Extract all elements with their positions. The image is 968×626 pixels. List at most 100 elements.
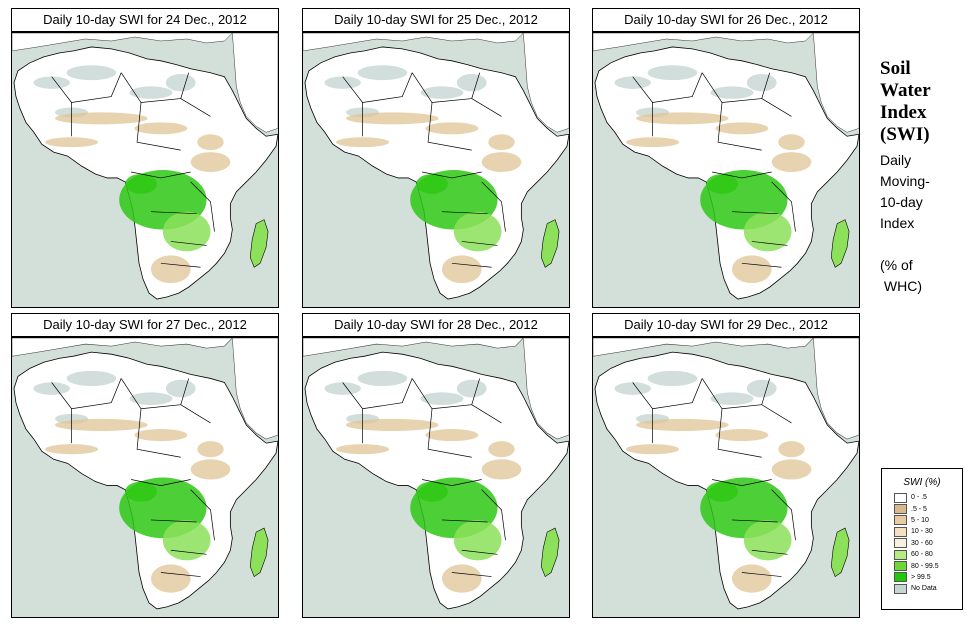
no-data-area bbox=[456, 379, 487, 398]
dry-soil-area bbox=[150, 255, 191, 284]
country-border bbox=[761, 98, 792, 117]
no-data-area bbox=[647, 65, 698, 81]
no-data-area bbox=[33, 382, 70, 395]
legend-swatch bbox=[894, 572, 907, 583]
country-border bbox=[342, 72, 413, 103]
africa-map-svg bbox=[12, 338, 278, 617]
legend-item: 80 - 99.5 bbox=[894, 560, 962, 572]
country-border bbox=[441, 519, 488, 523]
legend-swatch bbox=[894, 549, 907, 560]
swi-map bbox=[11, 337, 279, 618]
no-data-area bbox=[710, 392, 754, 405]
index-subtitle-line: Daily bbox=[880, 152, 912, 168]
country-border bbox=[751, 241, 788, 246]
dry-soil-area bbox=[715, 428, 769, 442]
swi-map bbox=[302, 337, 570, 618]
no-data-area bbox=[420, 86, 464, 99]
map-panel-title: Daily 10-day SWI for 24 Dec., 2012 bbox=[11, 8, 279, 32]
no-data-area bbox=[710, 86, 754, 99]
dry-soil-area bbox=[190, 459, 231, 480]
arabia-landmass bbox=[523, 33, 569, 133]
country-border bbox=[422, 171, 482, 179]
legend-item: 0 - .5 bbox=[894, 492, 962, 503]
country-border bbox=[451, 262, 492, 268]
country-border bbox=[712, 479, 772, 486]
country-border bbox=[131, 479, 191, 486]
index-title-line: Water bbox=[880, 80, 931, 101]
country-border bbox=[170, 241, 207, 246]
no-data-area bbox=[33, 76, 70, 89]
no-data-area bbox=[129, 392, 173, 405]
legend-swatch bbox=[894, 504, 907, 515]
africa-map-svg bbox=[303, 33, 569, 307]
dry-soil-area bbox=[441, 255, 482, 284]
dry-soil-area bbox=[425, 428, 479, 442]
wet-soil-area bbox=[706, 481, 738, 502]
dry-soil-area bbox=[134, 122, 188, 135]
moist-soil-area bbox=[162, 211, 211, 252]
europe-landmass bbox=[303, 338, 524, 357]
madagascar-landmass bbox=[540, 219, 560, 268]
dry-soil-area bbox=[150, 564, 191, 593]
dry-soil-area bbox=[488, 441, 515, 458]
no-data-area bbox=[357, 370, 408, 387]
dry-soil-area bbox=[45, 137, 99, 148]
no-data-area bbox=[456, 73, 487, 92]
country-border bbox=[411, 72, 481, 103]
map-panel-title: Daily 10-day SWI for 25 Dec., 2012 bbox=[302, 8, 570, 32]
country-border bbox=[427, 102, 472, 151]
index-subtitle: Daily Moving- 10-day Index (% of WHC) bbox=[880, 150, 964, 297]
dry-soil-area bbox=[626, 444, 680, 455]
country-border bbox=[136, 102, 181, 151]
index-subtitle-line: 10-day bbox=[880, 194, 923, 210]
country-border bbox=[160, 262, 201, 268]
wet-soil-area bbox=[416, 481, 448, 502]
legend-swatch bbox=[894, 538, 907, 549]
country-border bbox=[120, 72, 190, 103]
dry-soil-area bbox=[626, 137, 680, 148]
country-border bbox=[422, 479, 482, 486]
dry-soil-area bbox=[488, 134, 515, 151]
country-border bbox=[771, 489, 796, 541]
dry-soil-area bbox=[190, 152, 231, 172]
madagascar-landmass bbox=[540, 527, 560, 578]
moist-soil-area bbox=[162, 519, 211, 561]
map-panel-2: Daily 10-day SWI for 25 Dec., 2012 bbox=[302, 8, 570, 308]
dry-soil-area bbox=[346, 112, 439, 125]
dry-soil-area bbox=[481, 459, 522, 480]
dry-soil-area bbox=[336, 137, 390, 148]
wet-soil-area bbox=[125, 173, 157, 194]
dry-soil-area bbox=[134, 428, 188, 442]
map-panel-3: Daily 10-day SWI for 26 Dec., 2012 bbox=[592, 8, 860, 308]
country-border bbox=[51, 72, 122, 103]
index-subtitle-line bbox=[880, 234, 964, 255]
dry-soil-area bbox=[55, 112, 148, 125]
no-data-area bbox=[357, 65, 408, 81]
no-data-area bbox=[420, 392, 464, 405]
legend: SWI (%) 0 - .5 .5 - 5 5 - 10 10 - 30 30 … bbox=[881, 468, 963, 610]
no-data-area bbox=[66, 65, 117, 81]
legend-label: 5 - 10 bbox=[911, 516, 929, 524]
country-border bbox=[427, 408, 472, 458]
country-border bbox=[342, 378, 413, 410]
country-border bbox=[180, 98, 211, 117]
no-data-area bbox=[165, 73, 196, 92]
legend-item: No Data bbox=[894, 583, 962, 594]
moist-soil-area bbox=[453, 519, 502, 561]
dry-soil-area bbox=[771, 459, 812, 480]
country-border bbox=[150, 211, 197, 215]
index-title-line: Index bbox=[880, 102, 927, 123]
europe-landmass bbox=[12, 338, 233, 357]
africa-map-svg bbox=[593, 338, 859, 617]
country-border bbox=[632, 72, 703, 103]
index-title-line: (SWI) bbox=[880, 124, 930, 145]
arabia-landmass bbox=[813, 338, 859, 440]
arabia-landmass bbox=[813, 33, 859, 133]
country-border bbox=[712, 171, 772, 179]
no-data-area bbox=[324, 382, 361, 395]
country-border bbox=[471, 98, 502, 117]
country-border bbox=[461, 549, 498, 555]
country-border bbox=[441, 211, 488, 215]
legend-item: 10 - 30 bbox=[894, 526, 962, 537]
dry-soil-area bbox=[197, 441, 224, 458]
